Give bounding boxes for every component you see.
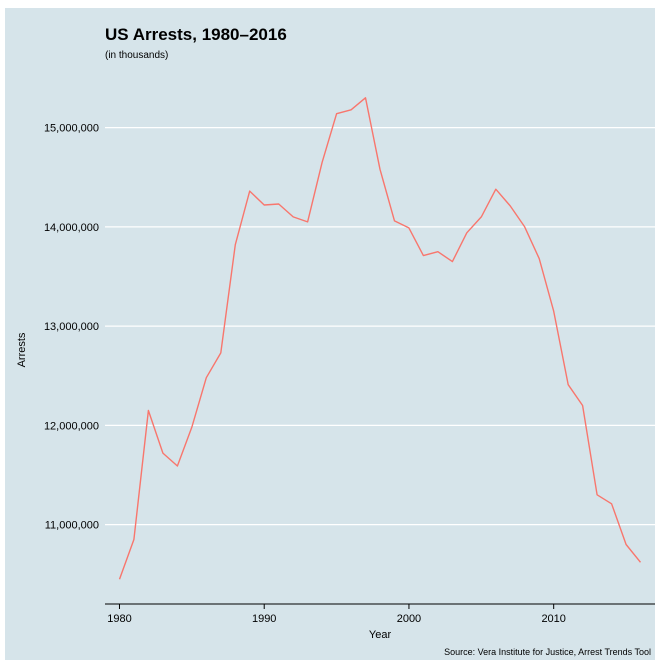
series-line <box>118 97 642 580</box>
gridlines <box>105 126 655 526</box>
x-tick-label: 1980 <box>107 613 131 625</box>
y-tick-label: 11,000,000 <box>45 520 99 532</box>
y-tick-label: 14,000,000 <box>44 222 99 234</box>
y-tick-label: 12,000,000 <box>44 420 99 432</box>
line-chart: US Arrests, 1980–2016 (in thousands) 11,… <box>16 25 655 657</box>
x-axis-title: Year <box>369 629 392 641</box>
x-tick-label: 2010 <box>541 613 565 625</box>
source-caption: Source: Vera Institute for Justice, Arre… <box>444 647 651 657</box>
y-axis-title: Arrests <box>16 332 28 367</box>
series-layer <box>118 97 642 580</box>
chart-title: US Arrests, 1980–2016 <box>105 25 287 44</box>
y-tick-label: 13,000,000 <box>44 321 99 333</box>
y-axis-ticks: 11,000,000 12,000,000 13,000,000 14,000,000… <box>44 123 99 532</box>
y-tick-label: 15,000,000 <box>44 123 99 135</box>
chart-panel: US Arrests, 1980–2016 (in thousands) 11,… <box>5 8 655 660</box>
chart-subtitle: (in thousands) <box>105 50 168 61</box>
x-axis: 1980 1990 2000 2010 <box>105 603 655 625</box>
x-tick-label: 1990 <box>252 613 276 625</box>
x-tick-label: 2000 <box>397 613 421 625</box>
